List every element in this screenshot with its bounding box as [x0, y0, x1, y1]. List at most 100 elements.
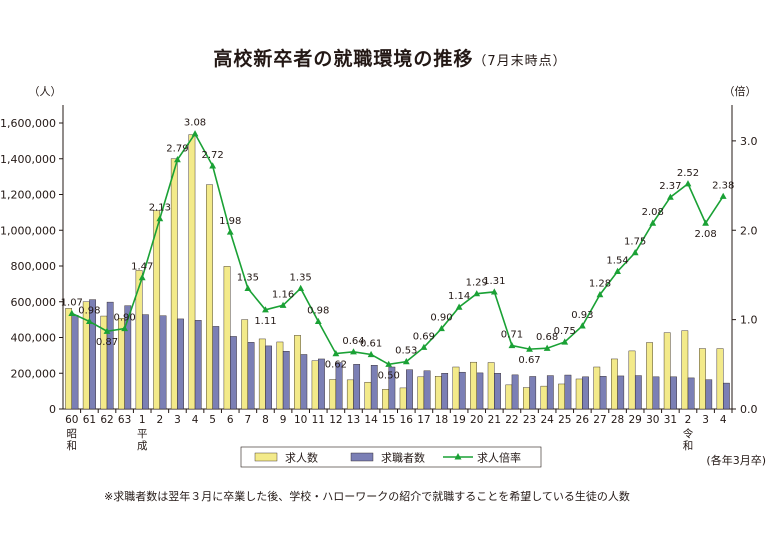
job-seekers-bar — [212, 326, 220, 410]
right-tick-label: 1.0 — [740, 314, 758, 327]
left-tick-label: 200,000 — [11, 367, 57, 380]
job-openings-bar — [663, 332, 671, 410]
job-openings-bar — [558, 383, 565, 410]
x-tick-label: 60 — [65, 414, 78, 426]
job-seekers-bar — [546, 375, 554, 410]
job-ratio-marker — [684, 180, 692, 187]
right-tick-label: 0.0 — [740, 403, 758, 416]
left-tick-label: 800,000 — [11, 260, 57, 273]
job-ratio-data-label: 2.52 — [677, 168, 699, 179]
job-ratio-marker — [209, 162, 217, 169]
job-ratio-marker — [367, 350, 375, 358]
x-tick-label: 10 — [294, 414, 307, 426]
job-openings-bar — [382, 389, 389, 410]
job-ratio-marker — [631, 248, 639, 256]
x-tick-label: 11 — [312, 414, 325, 426]
left-tick-label: 400,000 — [11, 332, 57, 345]
job-seekers-bar — [511, 374, 519, 410]
job-openings-bar — [241, 319, 249, 410]
job-seekers-bar — [300, 354, 308, 410]
job-openings-bar — [118, 317, 125, 410]
job-openings-bar — [364, 381, 372, 410]
job-ratio-data-label: 0.68 — [536, 332, 558, 343]
legend-swatch — [254, 452, 278, 462]
x-tick-label: 29 — [628, 414, 641, 426]
job-ratio-marker — [121, 324, 129, 332]
job-seekers-bar — [599, 376, 607, 410]
job-openings-bar — [699, 348, 706, 410]
chart-subtitle: （7月末時点） — [473, 54, 567, 69]
job-ratio-marker — [191, 130, 199, 137]
x-tick-label: 20 — [470, 414, 483, 426]
x-tick-label: 28 — [611, 414, 624, 426]
right-tick-label: 3.0 — [740, 135, 758, 148]
job-ratio-marker — [350, 348, 357, 355]
job-ratio-data-label: 0.75 — [554, 326, 576, 337]
x-tick-label: 3 — [702, 414, 709, 426]
left-axis-unit: （人） — [29, 85, 62, 98]
job-seekers-bar — [265, 345, 272, 410]
job-ratio-data-label: 1.75 — [624, 237, 646, 248]
job-ratio-data-label: 0.53 — [395, 346, 417, 357]
job-ratio-data-label: 1.54 — [606, 255, 628, 266]
x-tick-label: 21 — [488, 414, 501, 426]
x-tick-label: 30 — [646, 414, 659, 426]
right-tick-label: 2.0 — [740, 224, 758, 237]
job-ratio-data-label: 1.14 — [448, 291, 470, 302]
job-openings-bar — [417, 376, 425, 410]
x-tick-label: 23 — [523, 414, 536, 426]
x-axis-caption: (各年3月卒) — [706, 453, 766, 467]
job-openings-bar — [258, 338, 266, 410]
x-tick-label: 12 — [329, 414, 342, 426]
job-ratio-data-label: 1.07 — [61, 297, 83, 308]
job-ratio-marker — [578, 322, 586, 329]
job-ratio-data-label: 2.79 — [166, 144, 188, 155]
job-ratio-data-label: 1.98 — [219, 216, 241, 227]
x-tick-label: 31 — [664, 414, 677, 426]
job-seekers-bar — [194, 320, 202, 410]
legend-swatch-marker — [454, 453, 462, 460]
job-seekers-bar — [282, 351, 290, 410]
job-ratio-data-label: 0.87 — [96, 337, 118, 348]
x-tick-label: 14 — [364, 414, 378, 426]
x-tick-label: 19 — [452, 414, 465, 426]
x-tick-label: 6 — [227, 414, 234, 426]
job-openings-bar — [646, 342, 653, 410]
job-seekers-bar — [564, 374, 572, 410]
job-ratio-data-label: 0.93 — [571, 310, 593, 321]
job-ratio-data-label: 0.67 — [518, 355, 540, 366]
job-ratio-marker — [420, 343, 428, 350]
x-tick-label: 25 — [558, 414, 571, 426]
job-seekers-bar — [247, 342, 255, 410]
x-tick-label: 4 — [192, 414, 199, 426]
legend-box — [240, 446, 542, 468]
job-openings-bar — [523, 387, 530, 410]
x-tick-label: 2 — [156, 414, 163, 426]
job-ratio-data-label: 1.29 — [466, 278, 488, 289]
job-openings-bar — [470, 361, 477, 410]
job-seekers-bar — [670, 376, 677, 410]
job-ratio-marker — [279, 301, 287, 308]
left-tick-label: 1,000,000 — [0, 224, 56, 237]
chart-title-main: 高校新卒者の就職環境の推移 — [213, 48, 474, 70]
job-seekers-bar — [335, 362, 343, 410]
job-ratio-marker — [68, 309, 76, 316]
job-seekers-bar — [353, 364, 361, 410]
job-ratio-marker — [174, 156, 181, 163]
job-ratio-marker — [385, 360, 393, 367]
job-openings-bar — [223, 266, 231, 410]
job-ratio-data-label: 0.69 — [413, 331, 435, 342]
job-seekers-bar — [71, 314, 79, 410]
job-ratio-marker — [543, 344, 551, 351]
job-seekers-bar — [388, 366, 396, 410]
job-ratio-data-label: 0.98 — [307, 305, 329, 316]
x-tick-label: 18 — [435, 414, 448, 426]
x-tick-label: 15 — [382, 414, 395, 426]
job-openings-bar — [206, 184, 213, 410]
job-seekers-bar — [423, 370, 431, 410]
job-openings-bar — [294, 335, 301, 410]
job-seekers-bar — [142, 314, 149, 410]
job-ratio-marker — [138, 274, 146, 281]
footnote: ※求職者数は翌年３月に卒業した後、学校・ハローワークの紹介で就職することを希望し… — [104, 490, 630, 503]
